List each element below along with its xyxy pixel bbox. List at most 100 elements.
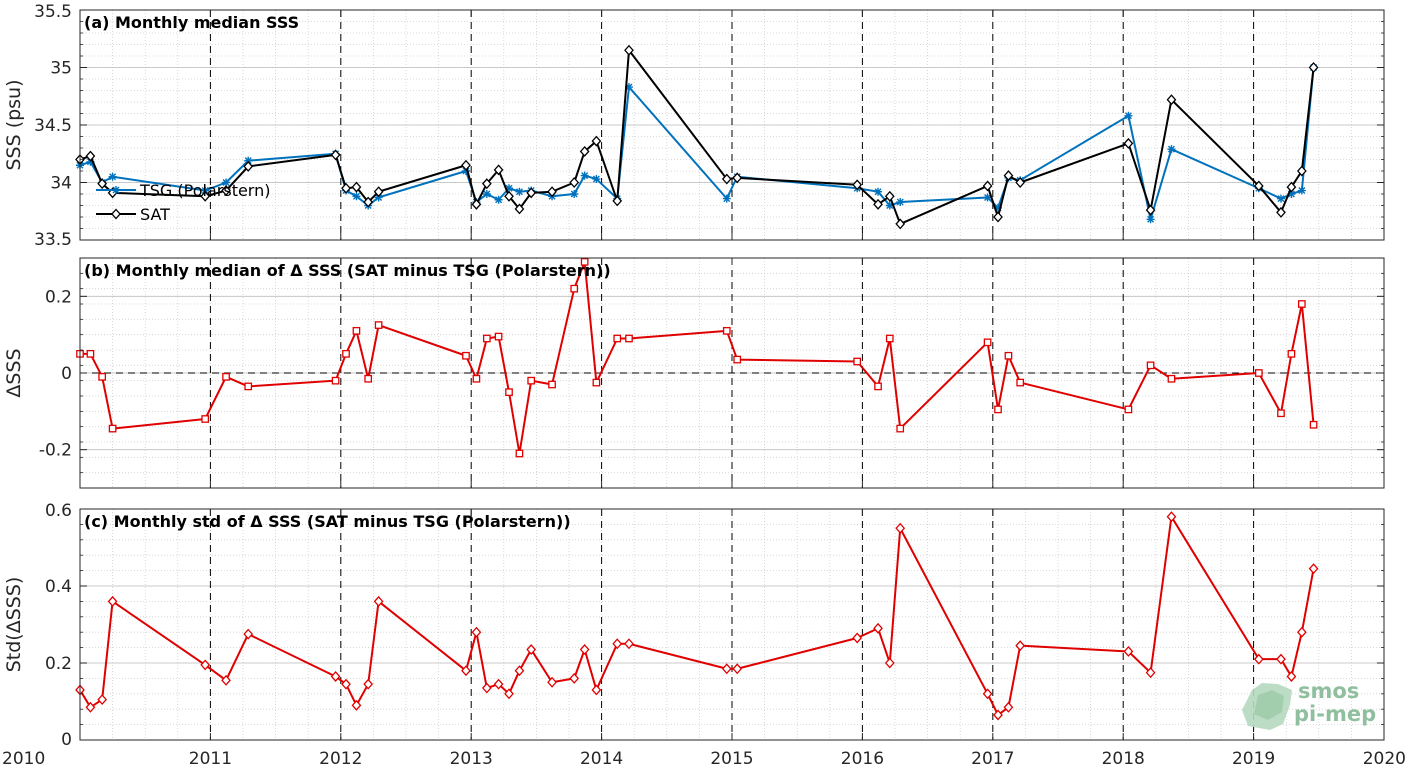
legend-entry-label: SAT	[140, 205, 170, 224]
tick-marks	[79, 257, 1385, 489]
data-point	[547, 186, 557, 198]
data-point	[1309, 420, 1318, 429]
data-point	[732, 663, 743, 675]
logo-line-2: pi-mep	[1294, 702, 1376, 726]
data-point	[351, 181, 362, 193]
tick-marks	[79, 9, 1385, 241]
y-tick-label: -0.2	[39, 441, 72, 461]
y-tick-label: 0.2	[45, 654, 72, 674]
tick-marks	[79, 508, 1385, 741]
data-point	[494, 332, 503, 341]
data-point	[570, 190, 579, 198]
data-point	[504, 688, 514, 700]
y-tick-label: 0	[61, 364, 72, 384]
data-point	[1166, 94, 1177, 106]
data-point	[352, 326, 361, 335]
y-tick-label: 34.5	[34, 116, 72, 136]
data-point	[570, 284, 579, 293]
data-point	[85, 150, 96, 162]
x-tick-label: 2014	[580, 749, 623, 768]
data-point	[1253, 180, 1264, 192]
data-point	[993, 709, 1003, 721]
data-point	[1286, 670, 1297, 682]
data-point	[1166, 511, 1177, 523]
data-point	[885, 201, 894, 210]
data-point	[471, 198, 482, 210]
series-delta-sss-0	[75, 511, 1319, 721]
x-tick-label: 2011	[189, 749, 232, 768]
data-point	[591, 684, 602, 696]
x-tick-labels: 2010 2011 2012 2013 2014 2015 2016 2017 2018 2019…	[2, 749, 1406, 768]
legend-entry-label: TSG (Polarstern)	[139, 181, 270, 200]
data-point	[569, 177, 580, 188]
data-point	[86, 349, 95, 358]
x-tick-label: 2016	[841, 749, 884, 768]
data-point	[504, 190, 514, 202]
data-point	[373, 186, 384, 198]
data-point	[1277, 409, 1285, 418]
data-point	[569, 672, 580, 684]
data-point	[579, 145, 590, 157]
data-point	[1276, 653, 1286, 665]
panel-title: (a) Monthly median SSS	[84, 13, 299, 32]
data-point	[1004, 351, 1013, 360]
data-point	[201, 186, 210, 195]
data-point	[983, 338, 992, 347]
legend-swatch-marker	[111, 208, 121, 220]
data-point	[885, 334, 894, 343]
data-point	[722, 194, 731, 203]
data-point	[364, 374, 373, 383]
y-tick-label: 0	[61, 730, 72, 750]
y-axis-label: Std(ΔSSS)	[3, 577, 25, 673]
data-point	[592, 175, 601, 184]
legend: TSG (Polarstern) SAT	[96, 181, 270, 224]
data-point	[624, 44, 634, 56]
y-axis-label: ΔSSS	[3, 348, 25, 397]
smos-pi-mep-logo: smos pi-mep	[1242, 679, 1376, 730]
data-point	[471, 626, 482, 638]
data-point	[1003, 170, 1014, 182]
data-point	[244, 382, 253, 391]
logo-map-shape-inner	[1254, 690, 1284, 720]
data-point	[1297, 300, 1306, 308]
data-point	[874, 382, 882, 391]
data-point	[982, 180, 993, 192]
y-tick-label: 0.4	[45, 577, 72, 597]
data-point	[1016, 378, 1025, 387]
data-point	[896, 198, 905, 207]
data-point	[1003, 701, 1014, 713]
x-tick-label: 2013	[450, 749, 493, 768]
data-point	[494, 195, 503, 204]
data-point	[874, 187, 883, 196]
data-point	[624, 83, 633, 92]
data-point	[547, 676, 557, 688]
x-tick-label: 2015	[710, 749, 753, 768]
data-point	[1276, 194, 1285, 203]
logo-line-1: smos	[1298, 679, 1359, 703]
data-point	[342, 349, 350, 358]
data-point	[85, 701, 96, 713]
data-point	[1254, 369, 1263, 377]
data-point	[884, 190, 895, 202]
panel-a: 33.5 34 34.5 35 35.5 SSS (psu) (a) Monthly med…	[3, 2, 1385, 250]
data-point	[472, 374, 481, 383]
y-tick-label: 34	[50, 174, 72, 194]
data-point	[1145, 667, 1156, 679]
x-tick-label: 2018	[1102, 749, 1145, 768]
data-point	[505, 388, 513, 397]
data-point	[97, 178, 108, 190]
panel-title: (b) Monthly median of Δ SSS (SAT minus T…	[84, 261, 611, 280]
data-point	[612, 195, 623, 207]
data-point	[243, 160, 254, 172]
x-tick-label: 2010	[2, 749, 45, 768]
data-point	[222, 178, 231, 187]
data-point	[98, 372, 107, 381]
x-tick-label: 2017	[971, 749, 1014, 768]
data-point	[493, 164, 504, 176]
series-sat	[75, 44, 1319, 230]
data-point	[481, 178, 492, 190]
data-point	[461, 665, 471, 677]
y-tick-label: 35.5	[34, 2, 72, 22]
data-point	[482, 190, 491, 198]
data-point	[505, 184, 514, 193]
